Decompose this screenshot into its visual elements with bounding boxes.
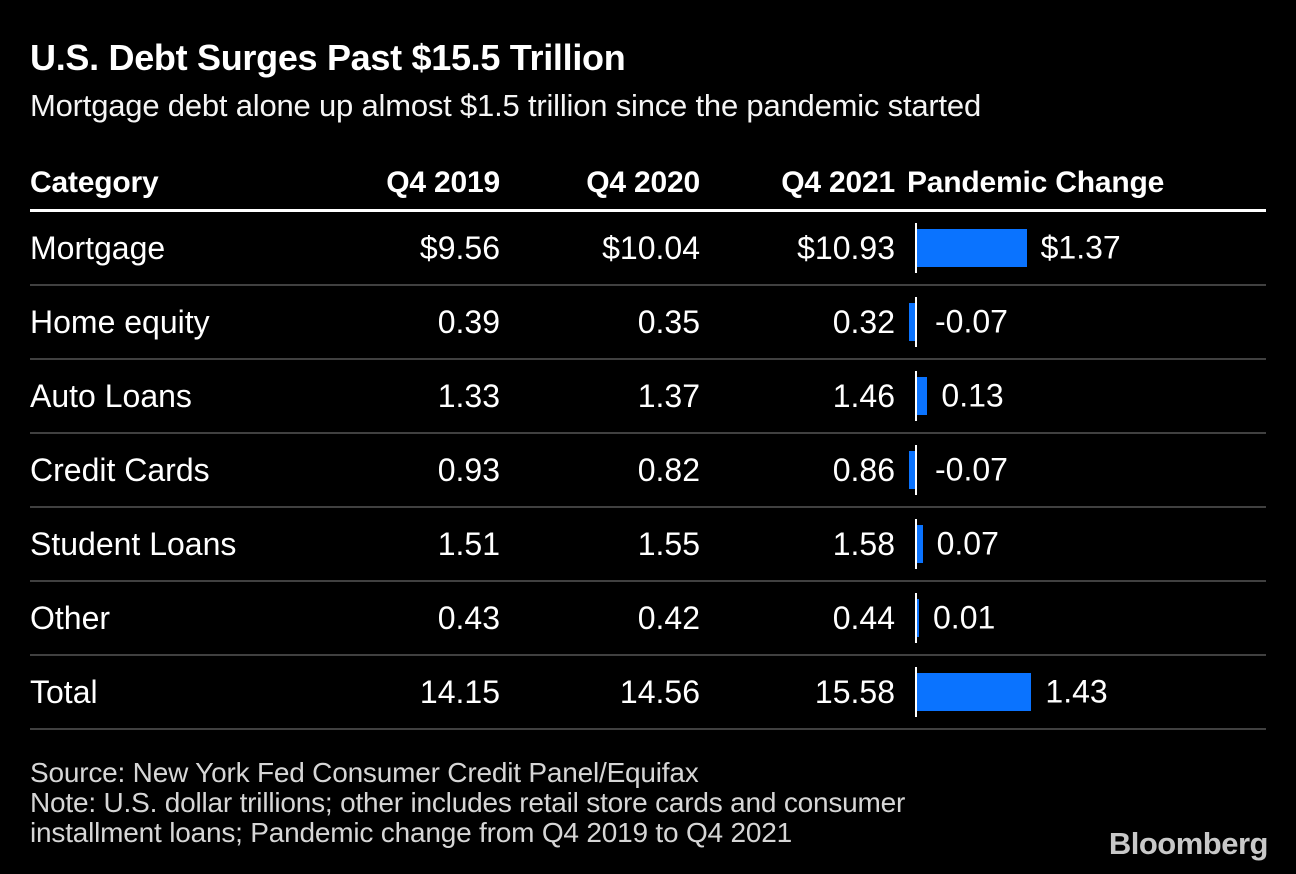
q4-2019-cell: $9.56 xyxy=(419,229,500,266)
change-bar xyxy=(917,229,1027,268)
change-value-label: $1.37 xyxy=(1040,229,1121,266)
q4-2021-cell: 0.44 xyxy=(832,599,895,636)
change-value-label: 0.07 xyxy=(936,525,999,562)
table-row: Mortgage $9.56 $10.04 $10.93 $1.37 xyxy=(30,212,1266,284)
change-bar xyxy=(917,599,919,638)
debt-table: Category Q4 2019 Q4 2020 Q4 2021 Pandemi… xyxy=(30,157,1266,731)
pandemic-change-cell: 0.01 xyxy=(895,582,1266,654)
source-note: Source: New York Fed Consumer Credit Pan… xyxy=(30,757,699,789)
q4-2019-cell: 1.51 xyxy=(437,525,500,562)
page-title: U.S. Debt Surges Past $15.5 Trillion xyxy=(30,37,626,78)
q4-2020-cell: 0.42 xyxy=(637,599,700,636)
table-row: Home equity 0.39 0.35 0.32 -0.07 xyxy=(30,284,1266,358)
q4-2019-cell: 0.43 xyxy=(437,599,500,636)
table-row: Credit Cards 0.93 0.82 0.86 -0.07 xyxy=(30,432,1266,506)
q4-2019-cell: 14.15 xyxy=(419,673,500,710)
q4-2020-cell: 0.35 xyxy=(637,303,700,340)
q4-2021-cell: 0.32 xyxy=(832,303,895,340)
pandemic-change-cell: 1.43 xyxy=(895,656,1266,728)
change-bar xyxy=(909,451,915,490)
pandemic-change-cell: -0.07 xyxy=(895,286,1266,358)
q4-2020-cell: 0.82 xyxy=(637,451,700,488)
pandemic-change-cell: 0.07 xyxy=(895,508,1266,580)
table-row: Student Loans 1.51 1.55 1.58 0.07 xyxy=(30,506,1266,580)
q4-2020-cell: $10.04 xyxy=(602,229,700,266)
change-bar xyxy=(917,673,1032,712)
column-header-category: Category xyxy=(30,166,159,200)
page-subtitle: Mortgage debt alone up almost $1.5 trill… xyxy=(30,87,982,123)
column-header-pandemic-change: Pandemic Change xyxy=(895,157,1266,209)
category-cell: Student Loans xyxy=(30,525,237,562)
pandemic-change-cell: -0.07 xyxy=(895,434,1266,506)
table-row: Other 0.43 0.42 0.44 0.01 xyxy=(30,580,1266,654)
q4-2020-cell: 1.55 xyxy=(637,525,700,562)
zero-axis-tick xyxy=(915,593,917,644)
zero-axis-tick xyxy=(915,667,917,718)
q4-2020-cell: 14.56 xyxy=(619,673,700,710)
category-cell: Credit Cards xyxy=(30,451,210,488)
column-header-q4-2019: Q4 2019 xyxy=(386,166,500,200)
column-header-q4-2021: Q4 2021 xyxy=(781,166,895,200)
change-value-label: -0.07 xyxy=(935,451,1008,488)
category-cell: Total xyxy=(30,673,98,710)
table-row: Auto Loans 1.33 1.37 1.46 0.13 xyxy=(30,358,1266,432)
zero-axis-tick xyxy=(915,519,917,570)
change-bar xyxy=(917,525,923,564)
zero-axis-tick xyxy=(915,445,917,496)
change-value-label: 1.43 xyxy=(1045,673,1108,710)
change-value-label: 0.13 xyxy=(941,377,1004,414)
pandemic-change-cell: 0.13 xyxy=(895,360,1266,432)
zero-axis-tick xyxy=(915,223,917,274)
change-value-label: -0.07 xyxy=(935,303,1008,340)
pandemic-change-header-label: Pandemic Change xyxy=(907,166,1165,200)
category-cell: Home equity xyxy=(30,303,210,340)
q4-2021-cell: 0.86 xyxy=(832,451,895,488)
change-bar xyxy=(909,303,915,342)
q4-2019-cell: 0.93 xyxy=(437,451,500,488)
q4-2019-cell: 1.33 xyxy=(437,377,500,414)
change-bar xyxy=(917,377,928,416)
zero-axis-tick xyxy=(915,297,917,348)
table-row: Total 14.15 14.56 15.58 1.43 xyxy=(30,654,1266,731)
q4-2021-cell: $10.93 xyxy=(797,229,895,266)
q4-2021-cell: 15.58 xyxy=(814,673,895,710)
methodology-note: Note: U.S. dollar trillions; other inclu… xyxy=(30,787,906,849)
q4-2019-cell: 0.39 xyxy=(437,303,500,340)
zero-axis-tick xyxy=(915,371,917,422)
table-header-row: Category Q4 2019 Q4 2020 Q4 2021 Pandemi… xyxy=(30,157,1266,213)
q4-2020-cell: 1.37 xyxy=(637,377,700,414)
bloomberg-logo: Bloomberg xyxy=(1108,826,1269,861)
footnotes: Source: New York Fed Consumer Credit Pan… xyxy=(30,758,1266,848)
q4-2021-cell: 1.58 xyxy=(832,525,895,562)
change-value-label: 0.01 xyxy=(933,599,996,636)
column-header-q4-2020: Q4 2020 xyxy=(586,166,700,200)
table-body: Mortgage $9.56 $10.04 $10.93 $1.37 Home … xyxy=(30,212,1266,731)
q4-2021-cell: 1.46 xyxy=(832,377,895,414)
pandemic-change-cell: $1.37 xyxy=(895,212,1266,284)
category-cell: Mortgage xyxy=(30,229,166,266)
category-cell: Auto Loans xyxy=(30,377,192,414)
category-cell: Other xyxy=(30,599,111,636)
